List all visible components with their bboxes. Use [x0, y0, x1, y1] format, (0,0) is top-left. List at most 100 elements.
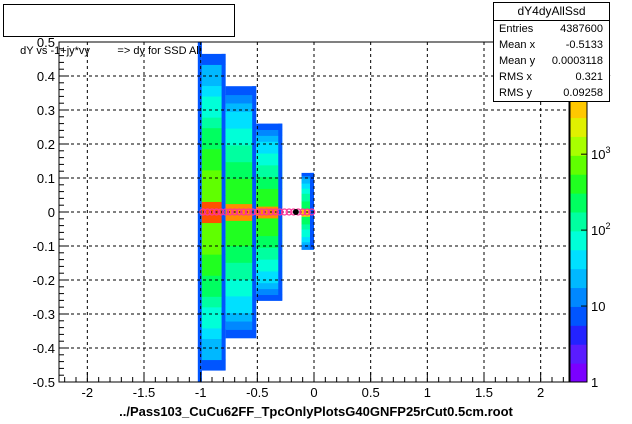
y-tick-label: -0.4 [33, 341, 55, 356]
palette-swatch [570, 344, 587, 364]
palette-swatch [570, 325, 587, 345]
heatmap-cell [301, 226, 314, 230]
heatmap-cell [310, 172, 314, 250]
y-tick-label: -0.2 [33, 273, 55, 288]
heatmap-cell [301, 200, 314, 204]
heatmap-cell [225, 195, 257, 205]
palette-swatch [570, 306, 587, 326]
heatmap-cell [201, 212, 226, 224]
profile-point [208, 208, 216, 216]
heatmap-cell [256, 282, 283, 290]
heatmap-cell [225, 144, 257, 154]
heatmap-cell [225, 329, 257, 339]
palette-tick-label: 10 [591, 299, 605, 314]
heatmap-cell [201, 359, 226, 371]
heatmap-cell [256, 182, 283, 189]
heatmap-cell [201, 169, 226, 181]
profile-point [235, 208, 243, 216]
x-tick-label: 0.5 [362, 385, 380, 400]
heatmap-cell [201, 327, 226, 339]
heatmap-cell [301, 203, 314, 207]
heatmap-cell [256, 176, 283, 184]
profile-point [217, 208, 225, 216]
heatmap-cell [225, 279, 257, 288]
heatmap-cell [301, 190, 314, 194]
heatmap-cell [225, 102, 257, 112]
heatmap-cell [201, 264, 226, 276]
heatmap-cell [301, 206, 314, 210]
stats-row-mean-y: Mean y 0.0003118 [494, 53, 609, 69]
heatmap-cell [301, 239, 314, 243]
heatmap-cell [225, 228, 257, 238]
heatmap-cell [256, 288, 283, 296]
heatmap-cell [256, 123, 283, 130]
stats-label: Entries [499, 23, 534, 35]
heatmap-cell [301, 185, 314, 189]
heatmap-cell [201, 85, 226, 97]
mean-marker [292, 209, 299, 215]
heatmap-cell [225, 287, 257, 297]
y-tick-label: 0.5 [37, 35, 55, 50]
palette-swatch [570, 117, 587, 137]
heatmap-cell [201, 106, 226, 118]
palette-swatch [570, 174, 587, 194]
plot-title-text: dY vs -1+jy*vy => dy for SSD All [20, 45, 202, 57]
profile-point [249, 208, 257, 216]
heatmap-cell [225, 321, 257, 330]
heatmap-cell [256, 294, 283, 301]
stats-value: 0.09258 [563, 87, 603, 99]
heatmap-cell [301, 241, 314, 245]
stats-label: RMS x [499, 71, 532, 83]
heatmap-cell [225, 178, 257, 188]
heatmap-cell [256, 229, 283, 237]
profile-point [244, 208, 252, 216]
profile-point [226, 208, 234, 216]
stats-value: 0.321 [575, 71, 603, 83]
palette-swatch [570, 287, 587, 307]
x-tick-label: 2 [537, 385, 544, 400]
heatmap-cell [201, 338, 226, 350]
stats-row-mean-x: Mean x -0.5133 [494, 37, 609, 53]
heatmap-cell [225, 304, 257, 314]
heatmap-cell [256, 235, 283, 242]
heatmap-cell [256, 247, 283, 254]
heatmap-cell [256, 135, 283, 142]
heatmap-cell [256, 129, 283, 136]
profile-point [280, 208, 289, 216]
heatmap-cell [301, 218, 314, 222]
heatmap-cell [201, 201, 226, 213]
heatmap-cell [201, 306, 226, 318]
heatmap-cell [301, 208, 314, 212]
heatmap-cell [256, 164, 283, 172]
heatmap-cell [256, 253, 283, 260]
heatmap-cell [256, 217, 283, 225]
stats-name: dY4dyAllSsd [494, 3, 609, 21]
stats-label: Mean x [499, 39, 536, 51]
palette-tick-label: 103 [591, 145, 610, 162]
heatmap-cell [256, 170, 283, 178]
heatmap-cell [278, 123, 283, 301]
y-tick-label: 0.2 [37, 137, 55, 152]
palette-tick-label: 102 [591, 221, 610, 238]
x-axis: -2 -1.5 -1 -0.5 0 0.5 1 1.5 2 [64, 372, 564, 400]
heatmap-cell [225, 136, 257, 146]
x-tick-label: -0.5 [246, 385, 268, 400]
heatmap-cell [256, 270, 283, 278]
heatmap-cell [225, 312, 257, 322]
heatmap-cell [225, 111, 257, 121]
heatmap-cell [301, 195, 314, 199]
x-tick-label: -2 [82, 385, 94, 400]
palette-swatch [570, 155, 587, 175]
heatmap-cell [201, 285, 226, 297]
heatmap-cell [225, 253, 257, 263]
y-tick-label: -0.1 [33, 239, 55, 254]
stats-row-entries: Entries 4387600 [494, 21, 609, 37]
heatmap-cell [225, 220, 257, 230]
profile-point [203, 208, 212, 216]
palette-swatch [570, 212, 587, 232]
heatmap-cell [201, 127, 226, 139]
heatmap-cell [301, 188, 314, 192]
heatmap-cell [301, 175, 314, 179]
stats-value: 0.0003118 [551, 55, 603, 67]
heatmap-cell [225, 86, 257, 96]
